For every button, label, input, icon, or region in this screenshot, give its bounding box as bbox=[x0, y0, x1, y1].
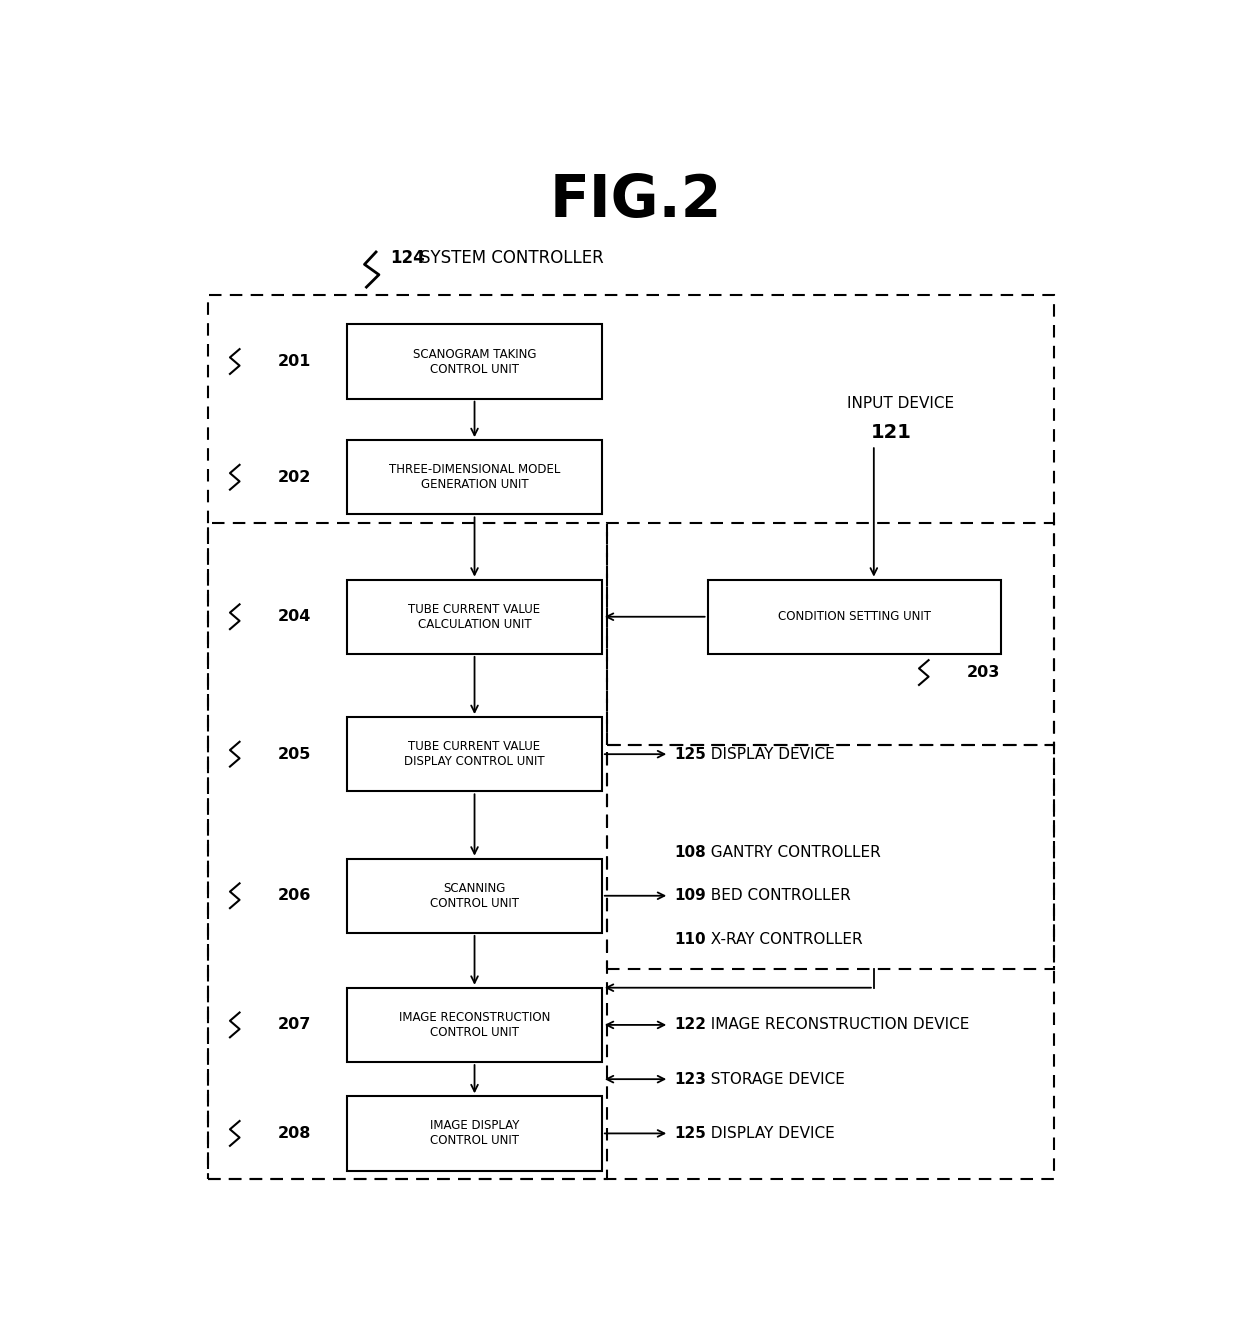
Text: SYSTEM CONTROLLER: SYSTEM CONTROLLER bbox=[420, 250, 604, 267]
Text: 123: 123 bbox=[675, 1072, 706, 1087]
Text: BED CONTROLLER: BED CONTROLLER bbox=[701, 888, 851, 903]
Text: SCANNING
CONTROL UNIT: SCANNING CONTROL UNIT bbox=[430, 882, 520, 910]
Text: 125: 125 bbox=[675, 1126, 706, 1141]
Text: TUBE CURRENT VALUE
DISPLAY CONTROL UNIT: TUBE CURRENT VALUE DISPLAY CONTROL UNIT bbox=[404, 741, 544, 768]
Text: IMAGE DISPLAY
CONTROL UNIT: IMAGE DISPLAY CONTROL UNIT bbox=[430, 1119, 520, 1147]
Text: TUBE CURRENT VALUE
CALCULATION UNIT: TUBE CURRENT VALUE CALCULATION UNIT bbox=[408, 603, 541, 631]
Text: X-RAY CONTROLLER: X-RAY CONTROLLER bbox=[701, 931, 863, 946]
Bar bbox=[347, 859, 601, 933]
Text: 201: 201 bbox=[278, 354, 311, 369]
Text: 203: 203 bbox=[967, 666, 1001, 680]
Text: INPUT DEVICE: INPUT DEVICE bbox=[847, 396, 954, 412]
Text: 121: 121 bbox=[870, 423, 911, 443]
Text: 208: 208 bbox=[278, 1126, 311, 1141]
Text: THREE-DIMENSIONAL MODEL
GENERATION UNIT: THREE-DIMENSIONAL MODEL GENERATION UNIT bbox=[389, 463, 560, 491]
Text: 125: 125 bbox=[675, 746, 706, 762]
Text: IMAGE RECONSTRUCTION DEVICE: IMAGE RECONSTRUCTION DEVICE bbox=[701, 1017, 970, 1032]
Bar bbox=[606, 522, 1054, 745]
Bar bbox=[347, 580, 601, 654]
Text: 109: 109 bbox=[675, 888, 706, 903]
Bar bbox=[347, 325, 601, 399]
Bar bbox=[208, 295, 1054, 1178]
Bar bbox=[606, 745, 1054, 969]
Text: 204: 204 bbox=[278, 609, 311, 624]
Text: DISPLAY DEVICE: DISPLAY DEVICE bbox=[701, 1126, 835, 1141]
Text: 202: 202 bbox=[278, 470, 311, 484]
Bar bbox=[208, 522, 606, 1178]
Bar bbox=[347, 988, 601, 1062]
Text: 110: 110 bbox=[675, 931, 706, 946]
Text: STORAGE DEVICE: STORAGE DEVICE bbox=[701, 1072, 844, 1087]
Text: 108: 108 bbox=[675, 845, 706, 860]
Bar bbox=[708, 580, 1001, 654]
Text: FIG.2: FIG.2 bbox=[549, 172, 722, 228]
Text: 206: 206 bbox=[278, 888, 311, 903]
Text: 124: 124 bbox=[391, 250, 425, 267]
Text: SCANOGRAM TAKING
CONTROL UNIT: SCANOGRAM TAKING CONTROL UNIT bbox=[413, 348, 536, 376]
Bar bbox=[347, 440, 601, 514]
Text: DISPLAY DEVICE: DISPLAY DEVICE bbox=[701, 746, 835, 762]
Bar bbox=[347, 1096, 601, 1170]
Text: IMAGE RECONSTRUCTION
CONTROL UNIT: IMAGE RECONSTRUCTION CONTROL UNIT bbox=[399, 1011, 551, 1039]
Text: 207: 207 bbox=[278, 1017, 311, 1032]
Text: GANTRY CONTROLLER: GANTRY CONTROLLER bbox=[701, 845, 880, 860]
Bar bbox=[347, 717, 601, 792]
Text: CONDITION SETTING UNIT: CONDITION SETTING UNIT bbox=[777, 611, 931, 623]
Text: 122: 122 bbox=[675, 1017, 706, 1032]
Text: 205: 205 bbox=[278, 746, 311, 762]
